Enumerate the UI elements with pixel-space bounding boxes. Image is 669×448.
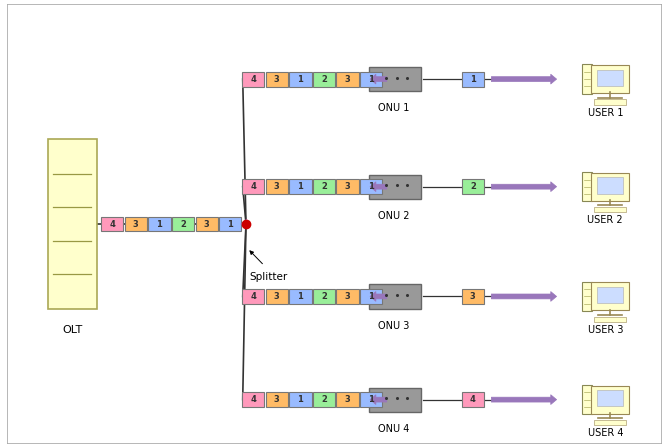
Text: 3: 3 xyxy=(274,75,280,84)
FancyBboxPatch shape xyxy=(101,216,123,232)
FancyBboxPatch shape xyxy=(360,392,383,407)
Text: OLT: OLT xyxy=(62,325,82,335)
Text: 1: 1 xyxy=(368,292,374,301)
Text: 1: 1 xyxy=(368,75,374,84)
FancyBboxPatch shape xyxy=(597,287,623,303)
Text: 3: 3 xyxy=(345,75,351,84)
Text: 3: 3 xyxy=(345,292,351,301)
Text: 1: 1 xyxy=(368,395,374,404)
Text: 4: 4 xyxy=(250,75,256,84)
Text: 3: 3 xyxy=(204,220,209,228)
Polygon shape xyxy=(369,388,421,412)
Text: 2: 2 xyxy=(321,75,327,84)
FancyBboxPatch shape xyxy=(242,179,264,194)
FancyBboxPatch shape xyxy=(360,179,383,194)
Text: 2: 2 xyxy=(321,292,327,301)
FancyBboxPatch shape xyxy=(242,72,264,86)
FancyBboxPatch shape xyxy=(582,385,591,414)
Text: ONU 4: ONU 4 xyxy=(378,424,409,434)
FancyBboxPatch shape xyxy=(462,392,484,407)
Text: 3: 3 xyxy=(274,292,280,301)
FancyBboxPatch shape xyxy=(289,72,312,86)
Text: 4: 4 xyxy=(250,395,256,404)
Text: 1: 1 xyxy=(298,75,303,84)
FancyBboxPatch shape xyxy=(591,282,630,310)
FancyBboxPatch shape xyxy=(337,392,359,407)
Text: 4: 4 xyxy=(250,182,256,191)
FancyBboxPatch shape xyxy=(360,72,383,86)
Text: USER 3: USER 3 xyxy=(587,325,623,335)
FancyBboxPatch shape xyxy=(337,289,359,304)
Text: 1: 1 xyxy=(298,292,303,301)
FancyBboxPatch shape xyxy=(313,179,335,194)
FancyBboxPatch shape xyxy=(289,392,312,407)
Text: ONU 2: ONU 2 xyxy=(378,211,409,221)
FancyBboxPatch shape xyxy=(313,289,335,304)
Text: 4: 4 xyxy=(250,292,256,301)
FancyBboxPatch shape xyxy=(337,179,359,194)
FancyBboxPatch shape xyxy=(594,420,626,425)
FancyBboxPatch shape xyxy=(172,216,194,232)
FancyBboxPatch shape xyxy=(582,65,591,94)
FancyBboxPatch shape xyxy=(582,172,591,202)
FancyBboxPatch shape xyxy=(266,289,288,304)
FancyBboxPatch shape xyxy=(266,72,288,86)
FancyBboxPatch shape xyxy=(313,392,335,407)
Text: Splitter: Splitter xyxy=(250,272,288,282)
Polygon shape xyxy=(369,67,421,91)
FancyBboxPatch shape xyxy=(591,172,630,201)
FancyBboxPatch shape xyxy=(242,289,264,304)
FancyBboxPatch shape xyxy=(462,289,484,304)
Text: 1: 1 xyxy=(368,182,374,191)
FancyBboxPatch shape xyxy=(591,65,630,93)
Text: 2: 2 xyxy=(321,182,327,191)
FancyBboxPatch shape xyxy=(313,72,335,86)
Text: USER 1: USER 1 xyxy=(587,108,623,118)
Text: 1: 1 xyxy=(298,395,303,404)
Polygon shape xyxy=(369,175,421,199)
FancyBboxPatch shape xyxy=(582,282,591,311)
Text: 3: 3 xyxy=(133,220,138,228)
FancyBboxPatch shape xyxy=(597,390,623,406)
Text: USER 2: USER 2 xyxy=(587,215,623,225)
FancyBboxPatch shape xyxy=(597,69,623,86)
Text: 2: 2 xyxy=(180,220,186,228)
FancyBboxPatch shape xyxy=(149,216,171,232)
Text: USER 4: USER 4 xyxy=(587,428,623,438)
Text: ONU 3: ONU 3 xyxy=(378,321,409,331)
FancyBboxPatch shape xyxy=(462,72,484,86)
FancyBboxPatch shape xyxy=(591,386,630,414)
Text: 4: 4 xyxy=(470,395,476,404)
FancyBboxPatch shape xyxy=(242,392,264,407)
Text: 1: 1 xyxy=(470,75,476,84)
FancyBboxPatch shape xyxy=(462,179,484,194)
Text: 3: 3 xyxy=(274,395,280,404)
FancyBboxPatch shape xyxy=(124,216,147,232)
FancyBboxPatch shape xyxy=(360,289,383,304)
FancyBboxPatch shape xyxy=(594,99,626,104)
FancyBboxPatch shape xyxy=(195,216,218,232)
FancyBboxPatch shape xyxy=(594,317,626,322)
Text: 1: 1 xyxy=(227,220,233,228)
Text: 3: 3 xyxy=(345,395,351,404)
Text: 1: 1 xyxy=(298,182,303,191)
Polygon shape xyxy=(369,284,421,309)
FancyBboxPatch shape xyxy=(266,392,288,407)
Text: 3: 3 xyxy=(345,182,351,191)
Text: 1: 1 xyxy=(157,220,163,228)
FancyBboxPatch shape xyxy=(219,216,242,232)
FancyBboxPatch shape xyxy=(48,139,96,309)
Text: 2: 2 xyxy=(470,182,476,191)
FancyBboxPatch shape xyxy=(266,179,288,194)
FancyBboxPatch shape xyxy=(594,207,626,212)
Text: 4: 4 xyxy=(109,220,115,228)
FancyBboxPatch shape xyxy=(289,179,312,194)
Text: 3: 3 xyxy=(470,292,476,301)
Text: 3: 3 xyxy=(274,182,280,191)
FancyBboxPatch shape xyxy=(597,177,623,194)
FancyBboxPatch shape xyxy=(337,72,359,86)
Text: ONU 1: ONU 1 xyxy=(378,103,409,113)
FancyBboxPatch shape xyxy=(289,289,312,304)
Text: 2: 2 xyxy=(321,395,327,404)
